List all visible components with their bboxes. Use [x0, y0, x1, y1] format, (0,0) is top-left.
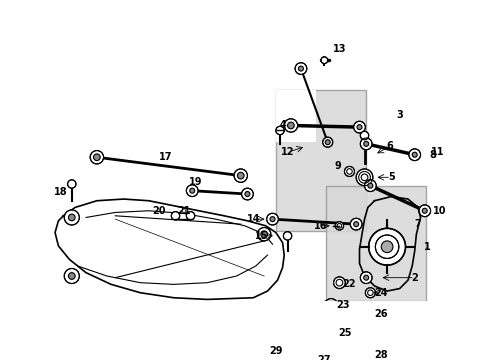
- Circle shape: [349, 218, 361, 230]
- Circle shape: [360, 138, 371, 150]
- Circle shape: [418, 205, 430, 217]
- Circle shape: [257, 228, 270, 241]
- Text: 7: 7: [414, 219, 421, 229]
- Text: 11: 11: [430, 147, 444, 157]
- Text: 4: 4: [279, 121, 285, 130]
- Text: 14: 14: [247, 214, 260, 224]
- Text: 5: 5: [387, 172, 394, 182]
- Circle shape: [375, 235, 398, 258]
- Bar: [275, 90, 315, 142]
- Bar: [275, 90, 366, 231]
- Circle shape: [365, 288, 375, 298]
- Circle shape: [360, 131, 368, 140]
- Circle shape: [355, 169, 372, 186]
- Text: 1: 1: [423, 242, 430, 252]
- Circle shape: [367, 183, 372, 188]
- Circle shape: [266, 213, 278, 225]
- Circle shape: [353, 121, 365, 133]
- Circle shape: [298, 66, 303, 71]
- Circle shape: [186, 185, 198, 197]
- Text: 25: 25: [338, 328, 351, 338]
- Circle shape: [68, 214, 75, 221]
- Circle shape: [237, 172, 244, 179]
- Circle shape: [321, 57, 327, 64]
- Text: 22: 22: [342, 279, 355, 289]
- Text: 9: 9: [334, 161, 341, 171]
- Circle shape: [344, 166, 354, 176]
- Circle shape: [294, 63, 306, 75]
- Circle shape: [234, 169, 247, 182]
- Text: 12: 12: [280, 147, 294, 157]
- Circle shape: [421, 208, 427, 213]
- Text: 28: 28: [374, 351, 387, 360]
- Circle shape: [90, 150, 103, 164]
- Circle shape: [356, 125, 361, 130]
- Text: 29: 29: [268, 346, 282, 356]
- Circle shape: [364, 180, 375, 192]
- Circle shape: [408, 149, 420, 161]
- Circle shape: [363, 320, 371, 329]
- Circle shape: [269, 217, 274, 222]
- Bar: [325, 186, 426, 301]
- Text: 24: 24: [374, 288, 387, 298]
- Circle shape: [64, 269, 79, 284]
- Circle shape: [67, 180, 76, 188]
- Text: 27: 27: [317, 355, 330, 360]
- Circle shape: [284, 119, 297, 132]
- Circle shape: [68, 273, 75, 279]
- Text: 20: 20: [152, 206, 165, 216]
- Circle shape: [363, 275, 368, 280]
- Circle shape: [363, 303, 371, 312]
- Circle shape: [411, 152, 416, 157]
- Circle shape: [335, 222, 343, 230]
- Text: 10: 10: [432, 206, 446, 216]
- Circle shape: [186, 212, 194, 220]
- Circle shape: [322, 137, 332, 147]
- Circle shape: [275, 126, 284, 135]
- Circle shape: [283, 232, 291, 240]
- Circle shape: [381, 241, 392, 253]
- Circle shape: [368, 228, 405, 265]
- Circle shape: [93, 154, 100, 161]
- Text: 6: 6: [386, 141, 392, 151]
- Circle shape: [244, 192, 249, 197]
- Text: 16: 16: [313, 221, 326, 231]
- Text: 17: 17: [159, 152, 172, 162]
- Circle shape: [287, 122, 294, 129]
- Circle shape: [325, 140, 329, 145]
- Text: 26: 26: [374, 309, 387, 319]
- Text: 23: 23: [335, 300, 349, 310]
- Text: 15: 15: [254, 231, 268, 241]
- Circle shape: [360, 272, 371, 284]
- Circle shape: [64, 210, 79, 225]
- Circle shape: [324, 298, 337, 312]
- Text: 3: 3: [395, 111, 402, 121]
- Circle shape: [189, 188, 194, 193]
- Text: 8: 8: [429, 150, 436, 160]
- Text: 19: 19: [188, 177, 202, 187]
- Text: 18: 18: [54, 187, 67, 197]
- Circle shape: [260, 231, 267, 238]
- Circle shape: [353, 222, 358, 227]
- Circle shape: [333, 277, 345, 289]
- Circle shape: [285, 348, 292, 355]
- Circle shape: [241, 188, 253, 200]
- Circle shape: [319, 328, 329, 338]
- Circle shape: [363, 141, 368, 147]
- Circle shape: [171, 212, 179, 220]
- Text: 13: 13: [332, 44, 346, 54]
- Text: 21: 21: [177, 206, 190, 216]
- Text: 2: 2: [410, 273, 417, 283]
